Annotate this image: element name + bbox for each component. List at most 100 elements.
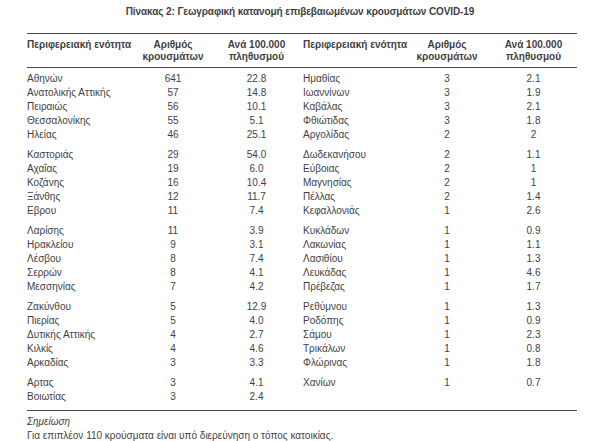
region-name: Καβάλας xyxy=(299,100,404,114)
case-count: 3 xyxy=(132,376,214,390)
table-row: Λασιθίου 1 1.3 xyxy=(299,252,577,266)
rate-per-100k: 4.1 xyxy=(214,376,299,390)
rate-per-100k: 1 xyxy=(490,162,577,176)
table-row: Φθιώτιδας 3 1.8 xyxy=(299,114,577,128)
rate-per-100k: 2.1 xyxy=(490,100,577,114)
case-count: 3 xyxy=(404,100,490,114)
table-row: Ηλείας 46 25.1 xyxy=(27,128,299,142)
region-name: Αργολίδας xyxy=(299,128,404,142)
rate-per-100k: 5.1 xyxy=(214,114,299,128)
rate-per-100k: 1.9 xyxy=(490,86,577,100)
region-name: Εβρου xyxy=(27,204,132,218)
rate-per-100k: 3.3 xyxy=(214,356,299,370)
col-header-cases-right-line1: Αριθμός xyxy=(404,39,490,51)
region-name: Ημαθίας xyxy=(299,72,404,86)
table-body: Αθηνών 641 22.8 Ανατολικής Αττικής 57 14… xyxy=(27,68,577,410)
rate-per-100k: 0.7 xyxy=(490,376,577,390)
col-header-cases-right-line2: κρουσμάτων xyxy=(404,51,490,63)
table-row: Λαρίσης 11 3.9 xyxy=(27,224,299,238)
case-count: 11 xyxy=(132,204,214,218)
table-row: Κυκλάδων 1 0.9 xyxy=(299,224,577,238)
case-count: 4 xyxy=(132,328,214,342)
case-count: 56 xyxy=(132,100,214,114)
region-name: Σερρών xyxy=(27,266,132,280)
rate-per-100k: 4.2 xyxy=(214,280,299,294)
table-row: Δωδεκανήσου 2 1.1 xyxy=(299,148,577,162)
case-count: 2 xyxy=(404,148,490,162)
region-name: Μαγνησίας xyxy=(299,176,404,190)
col-header-cases-right: Αριθμός κρουσμάτων xyxy=(404,39,490,63)
case-count: 1 xyxy=(404,280,490,294)
region-name: Αθηνών xyxy=(27,72,132,86)
case-count: 2 xyxy=(404,190,490,204)
table-row: Πέλλας 2 1.4 xyxy=(299,190,577,204)
case-count: 3 xyxy=(404,114,490,128)
region-name: Κεφαλλονιάς xyxy=(299,204,404,218)
case-count: 29 xyxy=(132,148,214,162)
case-count: 3 xyxy=(132,356,214,370)
rate-per-100k: 3.1 xyxy=(214,238,299,252)
region-name: Καστοριάς xyxy=(27,148,132,162)
table-row: Φλώρινας 1 1.8 xyxy=(299,356,577,370)
table-row: Ξάνθης 12 11.7 xyxy=(27,190,299,204)
rate-per-100k: 12.9 xyxy=(214,300,299,314)
table-header-row: Περιφερειακή ενότητα Αριθμός κρουσμάτων … xyxy=(27,34,577,68)
case-count: 46 xyxy=(132,128,214,142)
region-name: Δυτικής Αττικής xyxy=(27,328,132,342)
table-row: Θεσσαλονίκης 55 5.1 xyxy=(27,114,299,128)
rate-per-100k: 1.8 xyxy=(490,114,577,128)
case-count: 9 xyxy=(132,238,214,252)
case-count: 1 xyxy=(404,314,490,328)
table-row: Αχαΐας 19 6.0 xyxy=(27,162,299,176)
table-footnote: Σημείωση Για επιπλέον 110 κρούσματα είνα… xyxy=(27,415,577,441)
table-row: Κιλκίς 4 4.6 xyxy=(27,342,299,356)
rate-per-100k: 54.0 xyxy=(214,148,299,162)
region-name: Πέλλας xyxy=(299,190,404,204)
region-name: Χανίων xyxy=(299,376,404,390)
table-title: Πίνακας 2: Γεωγραφική κατανομή επιβεβαιω… xyxy=(0,6,600,18)
rate-per-100k: 25.1 xyxy=(214,128,299,142)
table-row: Αργολίδας 2 2 xyxy=(299,128,577,142)
rate-per-100k: 2.6 xyxy=(490,204,577,218)
table-row: Πειραιώς 56 10.1 xyxy=(27,100,299,114)
case-count: 8 xyxy=(132,266,214,280)
region-name: Ηρακλείου xyxy=(27,238,132,252)
table-row: Πρέβεζας 1 1.7 xyxy=(299,280,577,294)
region-name: Ηλείας xyxy=(27,128,132,142)
rate-per-100k: 4.1 xyxy=(214,266,299,280)
case-count: 641 xyxy=(132,72,214,86)
rate-per-100k: 2 xyxy=(490,128,577,142)
case-count: 1 xyxy=(404,376,490,390)
case-count: 5 xyxy=(132,314,214,328)
case-count: 1 xyxy=(404,252,490,266)
rate-per-100k: 1.3 xyxy=(490,300,577,314)
case-count: 3 xyxy=(132,390,214,404)
region-name: Ξάνθης xyxy=(27,190,132,204)
case-count: 8 xyxy=(132,252,214,266)
region-name: Λέσβου xyxy=(27,252,132,266)
rate-per-100k: 22.8 xyxy=(214,72,299,86)
region-name: Εύβοιας xyxy=(299,162,404,176)
region-name: Πειραιώς xyxy=(27,100,132,114)
table-right-half: Ημαθίας 3 2.1 Ιωαννίνων 3 1.9 Καβάλας 3 … xyxy=(299,72,577,404)
table-row: Χανίων 1 0.7 xyxy=(299,376,577,390)
case-count: 1 xyxy=(404,238,490,252)
note-text: Για επιπλέον 110 κρούσματα είναι υπό διε… xyxy=(27,428,577,441)
case-count: 7 xyxy=(132,280,214,294)
rate-per-100k: 2.3 xyxy=(490,328,577,342)
region-name: Σάμου xyxy=(299,328,404,342)
col-header-cases-left-line2: κρουσμάτων xyxy=(132,51,214,63)
case-count: 19 xyxy=(132,162,214,176)
rate-per-100k: 11.7 xyxy=(214,190,299,204)
region-name: Λακωνίας xyxy=(299,238,404,252)
table-row: Εύβοιας 2 1 xyxy=(299,162,577,176)
table-row: Αρκαδίας 3 3.3 xyxy=(27,356,299,370)
rate-per-100k: 1.3 xyxy=(490,252,577,266)
region-name: Κιλκίς xyxy=(27,342,132,356)
case-count: 1 xyxy=(404,342,490,356)
case-count: 11 xyxy=(132,224,214,238)
case-count: 1 xyxy=(404,356,490,370)
region-name: Τρικάλων xyxy=(299,342,404,356)
table-row: Ρεθύμνου 1 1.3 xyxy=(299,300,577,314)
region-name: Μεσσηνίας xyxy=(27,280,132,294)
